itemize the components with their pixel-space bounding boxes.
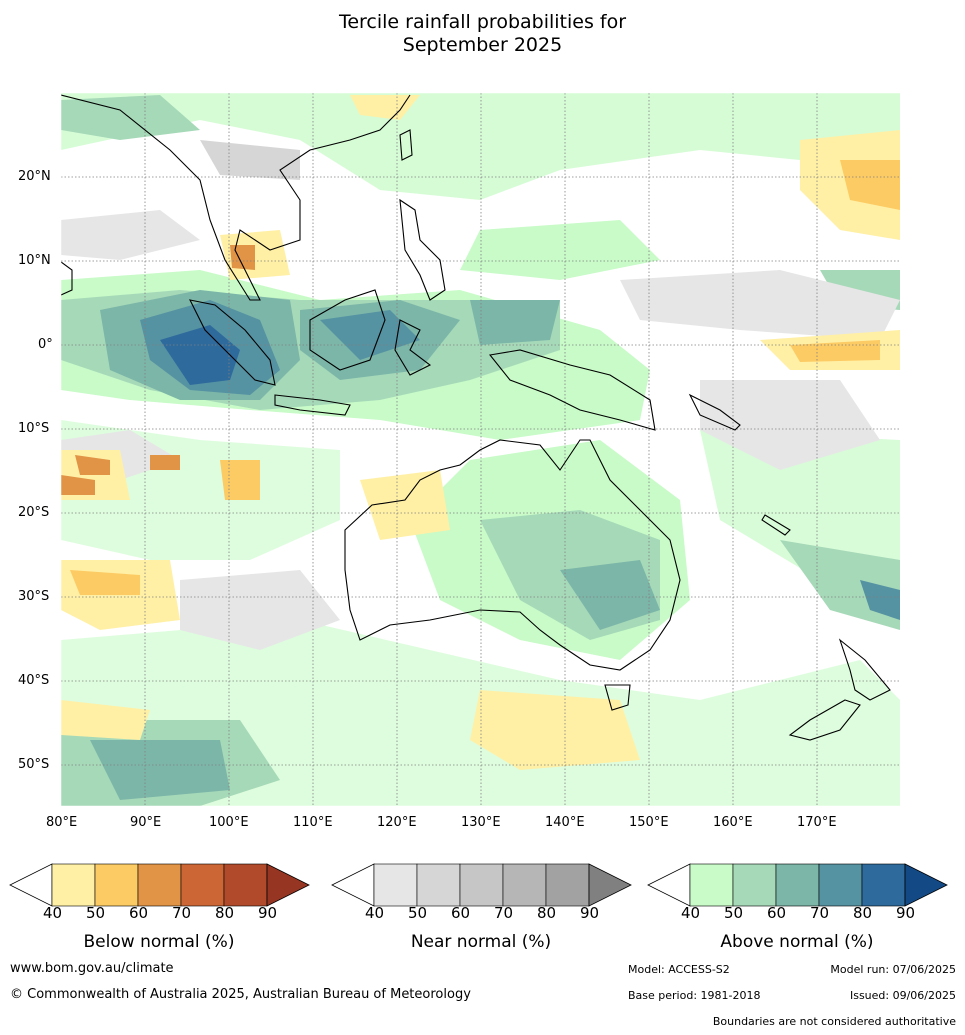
colorbar-tick-label: 80 — [853, 904, 873, 922]
colorbar-near-normal — [331, 863, 632, 907]
base-period-text: Base period: 1981-2018 — [628, 989, 761, 1002]
colorbar-extend-low — [9, 863, 53, 907]
colorbar-below-normal — [9, 863, 310, 907]
colorbar-tick-label: 60 — [451, 904, 471, 922]
lon-label-80e: 80°E — [46, 815, 78, 830]
lat-label-10n: 10°N — [18, 253, 51, 268]
map-frame — [60, 92, 902, 807]
java-outline — [274, 394, 351, 416]
colorbar-segment — [818, 863, 863, 907]
colorbar-segment — [502, 863, 547, 907]
colorbar-tick-label: 50 — [724, 904, 744, 922]
colorbar-segment — [689, 863, 734, 907]
colorbar-segment — [861, 863, 906, 907]
colorbar-title-below: Below normal (%) — [83, 932, 235, 952]
colorbar-tick-label: 50 — [408, 904, 428, 922]
colorbar-title-near: Near normal (%) — [410, 932, 552, 952]
colorbar-tick-label: 90 — [580, 904, 600, 922]
colorbar-tick-label: 70 — [494, 904, 514, 922]
colorbar-extend-low — [331, 863, 375, 907]
colorbar-tick-label: 80 — [537, 904, 557, 922]
website-link[interactable]: www.bom.gov.au/climate — [10, 961, 174, 976]
sri-lanka-outline — [61, 261, 73, 296]
colorbar-tick-label: 40 — [681, 904, 701, 922]
colorbar-tick-label: 70 — [172, 904, 192, 922]
colorbar-segment — [373, 863, 418, 907]
lat-label-equator: 0° — [38, 337, 53, 352]
colorbar-segment — [51, 863, 96, 907]
australia-outline — [344, 439, 681, 671]
colorbar-above-normal — [647, 863, 948, 907]
borneo-outline — [309, 289, 386, 371]
lat-label-40s: 40°S — [18, 673, 50, 688]
new-zealand-outline — [838, 638, 891, 701]
probability-fields — [61, 93, 900, 806]
graticule — [61, 93, 901, 806]
map-area: 20°N 10°N 0° 10°S 20°S 30°S 40°S 50°S 80… — [18, 92, 902, 830]
sulawesi-outline — [394, 319, 432, 376]
colorbar-extend-high — [588, 863, 632, 907]
tasmania-outline — [604, 684, 631, 711]
colorbar-tick-label: 50 — [86, 904, 106, 922]
colorbar-segment — [775, 863, 820, 907]
colorbar-tick-label: 80 — [215, 904, 235, 922]
lat-label-50s: 50°S — [18, 757, 50, 772]
colorbar-tick-label: 60 — [129, 904, 149, 922]
colorbar-tick-label: 90 — [896, 904, 916, 922]
lat-label-30s: 30°S — [18, 589, 50, 604]
colorbars — [9, 863, 948, 907]
colorbar-extend-high — [266, 863, 310, 907]
disclaimer-text: Boundaries are not considered authoritat… — [712, 1015, 956, 1028]
colorbar-segment — [180, 863, 225, 907]
lon-label-150e: 150°E — [629, 815, 669, 830]
se-asia-outline — [61, 94, 411, 301]
lon-label-170e: 170°E — [797, 815, 837, 830]
lon-label-160e: 160°E — [713, 815, 753, 830]
model-text: Model: ACCESS-S2 — [628, 963, 730, 976]
colorbar-tick-label: 60 — [767, 904, 787, 922]
lat-label-20s: 20°S — [18, 505, 50, 520]
colorbar-segment — [137, 863, 182, 907]
map-title-line1: Tercile rainfall probabilities for — [338, 11, 627, 33]
issued-text: Issued: 09/06/2025 — [849, 989, 956, 1002]
lat-label-20n: 20°N — [18, 169, 51, 184]
new-guinea-outline — [488, 349, 656, 431]
colorbar-segment — [416, 863, 461, 907]
colorbar-segment — [545, 863, 590, 907]
lon-label-100e: 100°E — [209, 815, 249, 830]
colorbar-title-above: Above normal (%) — [720, 932, 874, 952]
colorbar-tick-label: 90 — [258, 904, 278, 922]
copyright-text: © Commonwealth of Australia 2025, Austra… — [10, 987, 471, 1002]
taiwan-outline — [399, 129, 413, 161]
forecast-map — [60, 92, 902, 807]
coastlines — [61, 94, 891, 741]
colorbar-segment — [94, 863, 139, 907]
lat-label-10s: 10°S — [18, 421, 50, 436]
lon-label-110e: 110°E — [293, 815, 333, 830]
lon-label-140e: 140°E — [545, 815, 585, 830]
philippines-outline — [399, 198, 446, 301]
colorbar-extend-low — [647, 863, 691, 907]
map-title-line2: September 2025 — [402, 34, 563, 56]
colorbar-tick-label: 40 — [365, 904, 385, 922]
lon-label-90e: 90°E — [130, 815, 162, 830]
lon-label-120e: 120°E — [377, 815, 417, 830]
colorbar-segment — [223, 863, 268, 907]
lon-label-130e: 130°E — [461, 815, 501, 830]
colorbar-tick-label: 40 — [43, 904, 63, 922]
colorbar-tick-label: 70 — [810, 904, 830, 922]
colorbar-extend-high — [904, 863, 948, 907]
model-run-text: Model run: 07/06/2025 — [830, 963, 956, 976]
colorbar-segment — [459, 863, 504, 907]
colorbar-segment — [732, 863, 777, 907]
sumatra-outline — [189, 299, 276, 386]
